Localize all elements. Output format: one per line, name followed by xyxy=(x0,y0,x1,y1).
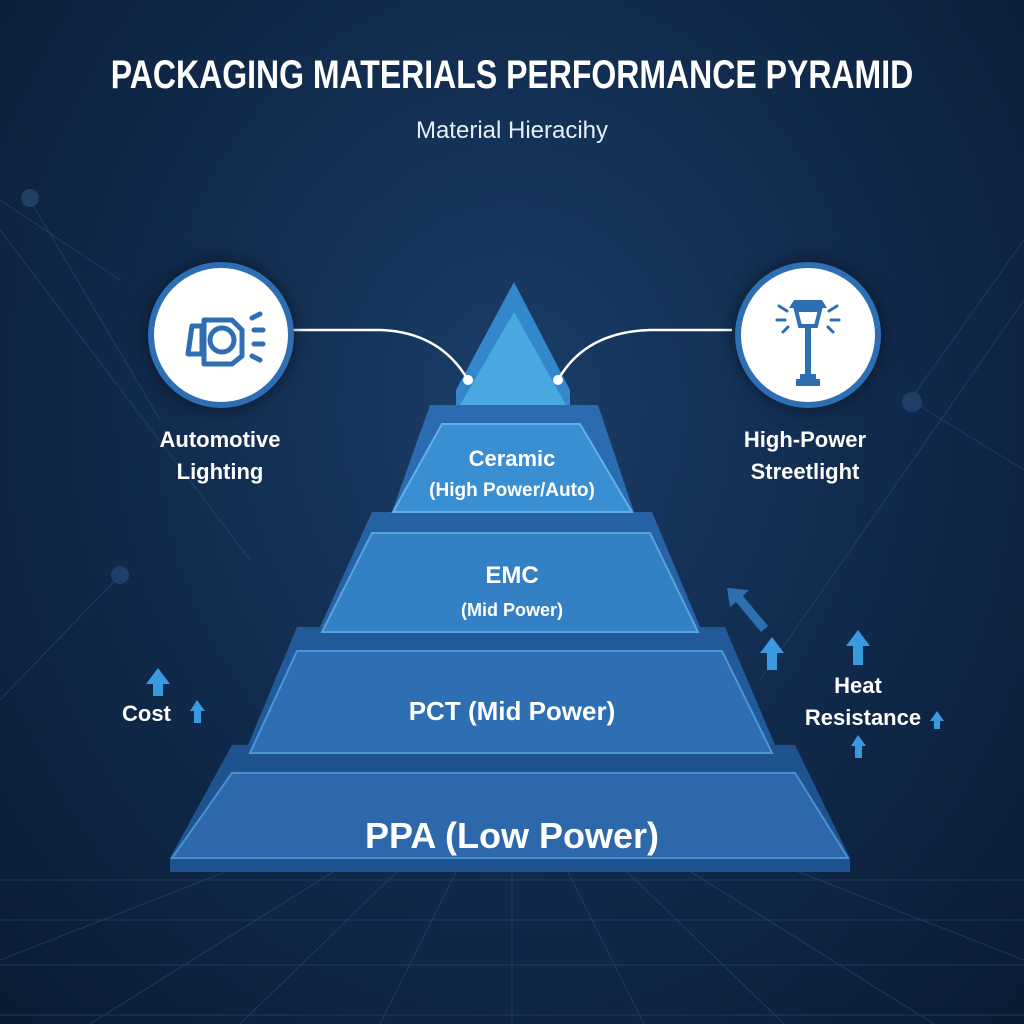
tier-emc-face xyxy=(320,532,700,633)
page-subtitle: Material Hieracihy xyxy=(415,117,609,144)
tier-emc-label: EMC (Mid Power) xyxy=(0,562,1024,621)
automotive-lighting-circle xyxy=(148,262,294,408)
apex-face xyxy=(460,312,566,405)
tier-name: EMC xyxy=(485,562,539,589)
tier-ppa-face xyxy=(170,772,850,859)
label-line: Heat xyxy=(834,673,882,698)
automotive-lighting-label: Automotive Lighting xyxy=(130,424,310,488)
arrow-up-icon xyxy=(930,711,944,729)
connector-left xyxy=(292,328,470,381)
heat-resistance-label: Heat Resistance xyxy=(788,670,928,734)
page-title: PACKAGING MATERIALS PERFORMANCE PYRAMID xyxy=(110,53,914,97)
tier-detail: (Mid Power) xyxy=(461,600,563,620)
label-line: High-Power xyxy=(743,427,867,452)
connector-right xyxy=(556,328,732,381)
tier-ceramic-label: Ceramic (High Power/Auto) xyxy=(0,446,1024,502)
tier-name: Ceramic xyxy=(468,446,556,471)
streetlight-circle xyxy=(735,262,881,408)
label-line: Streetlight xyxy=(750,459,860,484)
arrow-up-icon xyxy=(760,637,784,670)
label-line: Automotive xyxy=(159,427,281,452)
tier-pct-label: PCT (Mid Power) xyxy=(408,696,616,726)
label-line: Resistance xyxy=(804,705,922,730)
arrow-diagonal-icon xyxy=(727,588,768,632)
arrow-up-icon xyxy=(851,735,866,758)
headlight-icon xyxy=(185,311,266,367)
tier-ceramic-face xyxy=(391,423,634,513)
streetlight-icon xyxy=(775,300,841,386)
label-line: Lighting xyxy=(176,459,264,484)
arrow-up-icon xyxy=(846,630,870,665)
tier-ppa-label: PPA (Low Power) xyxy=(364,815,659,856)
arrow-up-icon xyxy=(190,700,205,723)
cost-label: Cost xyxy=(122,701,171,726)
tier-pct-face xyxy=(248,650,774,754)
arrow-up-icon xyxy=(146,668,170,696)
streetlight-label: High-Power Streetlight xyxy=(715,424,895,488)
tier-detail: (High Power/Auto) xyxy=(429,480,595,501)
